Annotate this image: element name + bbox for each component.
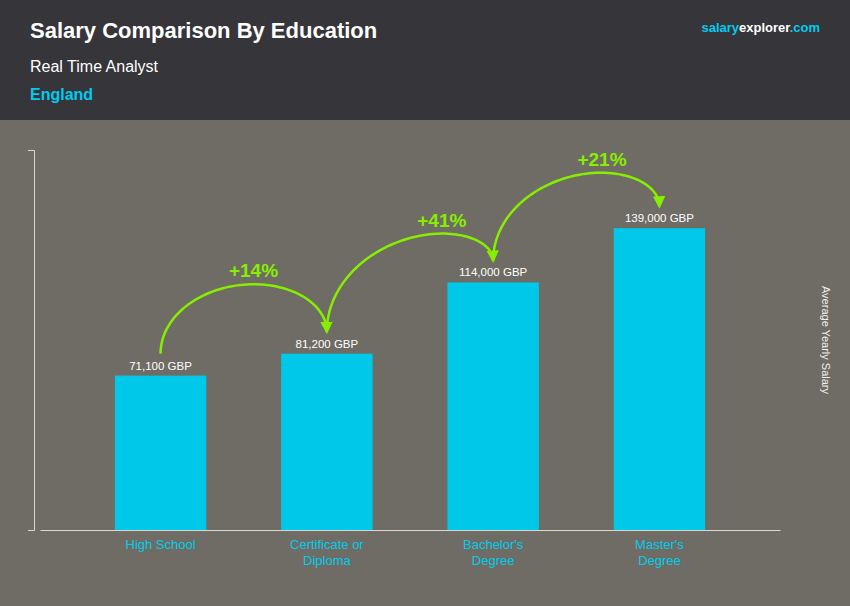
subtitle: Real Time Analyst (30, 58, 159, 75)
x-tick: Certificate orDiploma (290, 530, 364, 568)
x-tick: High School (126, 530, 196, 552)
arrow (327, 234, 493, 332)
data-label: 114,000 GBP (459, 266, 528, 278)
x-tick-label-line: Bachelor's (463, 537, 524, 552)
x-tick: Master'sDegree (635, 530, 684, 568)
watermark: salaryexplorer.com (701, 20, 820, 35)
data-label: 139,000 GBP (625, 212, 694, 224)
bar (447, 282, 538, 530)
bars (115, 228, 705, 530)
y-axis-label: Average Yearly Salary (820, 286, 832, 395)
arrow-label: +21% (577, 149, 626, 170)
x-tick-label: Bachelor'sDegree (463, 537, 524, 568)
x-tick-label: Certificate orDiploma (290, 537, 364, 568)
data-labels: 71,100 GBP 81,200 GBP 114,000 GBP 139,000 G… (129, 212, 694, 371)
y-axis (28, 151, 35, 531)
data-label: 81,200 GBP (296, 338, 359, 350)
y-axis-line (28, 151, 35, 531)
data-label: 71,100 GBP (129, 360, 192, 372)
header-band (0, 0, 850, 120)
x-tick-label-line: Master's (635, 537, 684, 552)
watermark-part: .com (790, 20, 820, 35)
x-axis-line (41, 530, 781, 531)
x-tick-label-line: Degree (638, 553, 681, 568)
x-tick-label-line: Degree (472, 553, 515, 568)
annotations: +14% +41% +21% (161, 149, 660, 354)
bar (115, 376, 206, 530)
x-tick-label-line: Certificate or (290, 537, 364, 552)
watermark-part: explorer (739, 20, 790, 35)
x-axis: High School Certificate orDiploma Bachelor… (41, 530, 781, 568)
background (0, 0, 850, 606)
x-tick-label: High School (126, 537, 196, 552)
x-tick-label: Master'sDegree (635, 537, 684, 568)
arrow-label: +14% (229, 260, 278, 281)
x-tick-label-line: Diploma (303, 553, 351, 568)
title: Salary Comparison By Education (30, 18, 377, 43)
bar (281, 354, 372, 530)
bar (614, 228, 705, 530)
arrow-label: +41% (417, 210, 466, 231)
x-tick: Bachelor'sDegree (463, 530, 524, 568)
x-tick-label-line: High School (126, 537, 196, 552)
arrow (493, 173, 659, 261)
arrow (161, 284, 327, 353)
watermark-part: salary (701, 20, 739, 35)
chart: High School Certificate orDiploma Bachelor… (0, 0, 850, 606)
subtitle: England (30, 86, 93, 103)
